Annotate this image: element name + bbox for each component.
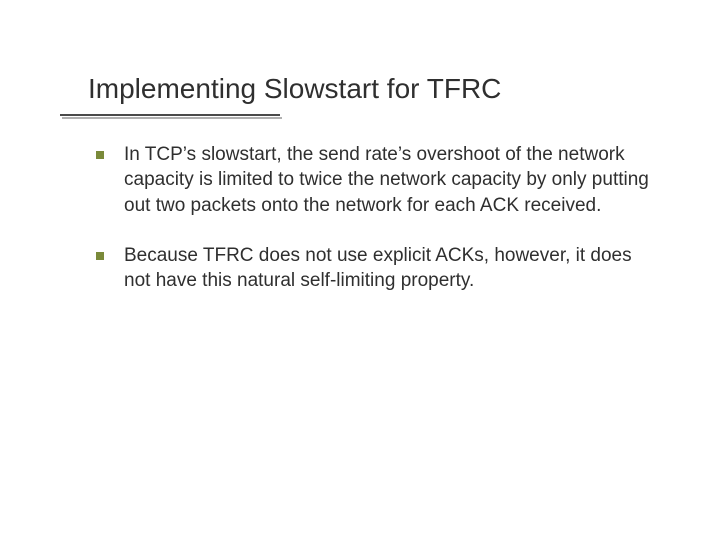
slide-container: Implementing Slowstart for TFRC In TCP’s…: [0, 0, 720, 540]
bullet-text: In TCP’s slowstart, the send rate’s over…: [124, 142, 650, 219]
title-underline-shadow: [62, 117, 282, 119]
bullet-list: In TCP’s slowstart, the send rate’s over…: [88, 142, 660, 294]
title-wrap: Implementing Slowstart for TFRC: [88, 72, 660, 114]
bullet-item: In TCP’s slowstart, the send rate’s over…: [96, 142, 650, 219]
bullet-item: Because TFRC does not use explicit ACKs,…: [96, 243, 650, 294]
square-bullet-icon: [96, 252, 104, 260]
bullet-text: Because TFRC does not use explicit ACKs,…: [124, 243, 650, 294]
title-underline: [60, 114, 280, 116]
slide-title: Implementing Slowstart for TFRC: [88, 72, 660, 106]
square-bullet-icon: [96, 151, 104, 159]
